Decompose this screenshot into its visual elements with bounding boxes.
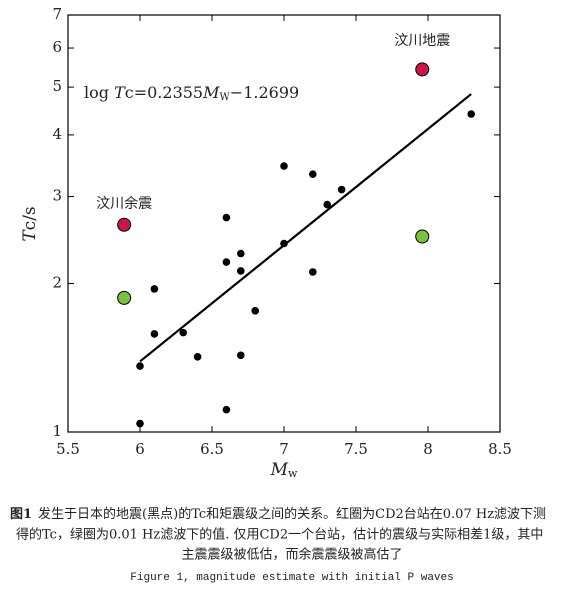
point <box>323 200 332 209</box>
y-title-part: c/s <box>20 206 40 230</box>
point <box>136 419 144 428</box>
caption-line: 得的Tc，绿圈为0.01 Hz滤波下的值. 仅用CD2一个台站，估计的震级与实际… <box>16 527 543 543</box>
x-tick-label: 7 <box>279 440 289 458</box>
y-tick-label: 3 <box>52 187 62 205</box>
x-tick-label: 8.5 <box>488 440 512 458</box>
point <box>179 328 187 337</box>
caption-line: 图1 发生于日本的地震(黑点)的Tc和矩震级之间的关系。红圈为CD2台站在0.07… <box>10 506 546 522</box>
y-tick-label: 5 <box>52 77 62 95</box>
caption-english: Figure 1, magnitude estimate with initia… <box>130 572 453 584</box>
eq-part: M <box>202 83 220 102</box>
caption-label: 图1 <box>10 507 32 522</box>
y-tick-label: 4 <box>52 125 62 143</box>
annotation: 汶川余震 <box>96 195 152 212</box>
point <box>222 213 231 222</box>
eq-part: −1.2699 <box>230 83 299 102</box>
y-axis-title: Tc/s <box>20 206 40 241</box>
y-tick-label: 2 <box>52 273 62 291</box>
y-tick-label: 7 <box>52 5 62 23</box>
highlight-point <box>415 62 430 77</box>
point <box>136 362 144 370</box>
highlight-point <box>415 229 430 244</box>
x-tick-label: 8 <box>423 440 433 458</box>
point <box>309 170 317 179</box>
plot-frame <box>67 14 501 433</box>
x-title-part: w <box>288 467 298 480</box>
x-axis-title: Mw <box>270 460 298 481</box>
y-title-part: T <box>20 229 40 242</box>
point <box>237 351 245 360</box>
highlight-point <box>117 217 132 232</box>
eq-part: c=0.2355 <box>125 83 203 102</box>
y-tick-label: 6 <box>52 38 62 56</box>
y-tick-label: 1 <box>52 422 62 440</box>
point <box>237 267 245 275</box>
point <box>309 268 317 276</box>
point <box>337 185 346 194</box>
point <box>193 353 202 361</box>
eq-part: T <box>114 83 126 102</box>
eq-part: log <box>84 83 114 102</box>
point <box>251 307 259 315</box>
point <box>222 258 231 266</box>
point <box>150 285 159 293</box>
highlight-point <box>117 290 132 305</box>
x-tick-label: 6 <box>135 440 145 458</box>
point <box>467 110 476 118</box>
x-tick-label: 6.5 <box>200 440 224 458</box>
point <box>280 162 288 170</box>
eq-part: W <box>220 92 231 103</box>
caption-text: 发生于日本的地震(黑点)的Tc和矩震级之间的关系。红圈为CD2台站在0.07 H… <box>38 506 546 522</box>
point <box>237 249 245 258</box>
point <box>150 330 159 338</box>
x-tick-label: 5.5 <box>56 440 80 458</box>
x-tick-label: 7.5 <box>344 440 368 458</box>
x-title-part: M <box>270 460 289 480</box>
annotation: 汶川地震 <box>394 32 450 49</box>
point <box>222 405 231 414</box>
caption-line: 主震震级被低估，而余震震级被高估了 <box>181 547 402 563</box>
point <box>280 239 288 248</box>
fit-line <box>139 93 472 363</box>
equation: log Tc=0.2355MW−1.2699 <box>84 83 299 103</box>
